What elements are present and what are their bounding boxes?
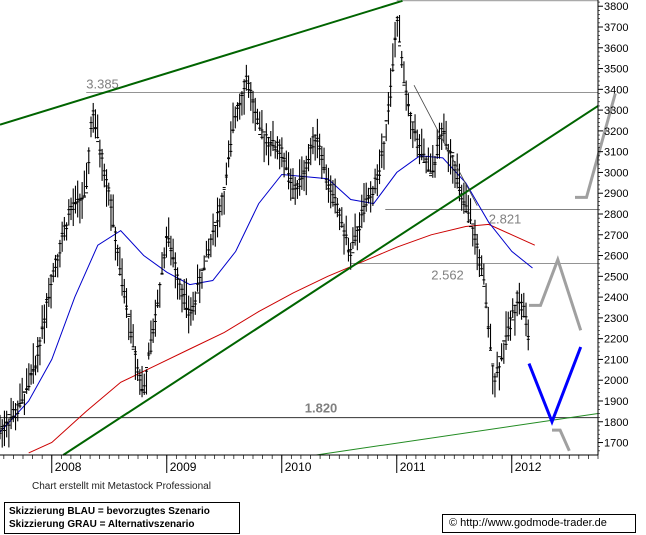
y-tick-label-2800: 2800 xyxy=(604,209,628,221)
scenario-legend: Skizzierung BLAU = bevorzugtes Szenario … xyxy=(4,502,240,534)
y-tick-label-3400: 3400 xyxy=(604,84,628,96)
moving-average-red xyxy=(28,223,536,454)
axes: 1700 1800 1900 2000 2100 2200 2300 2400 2500 2600… xyxy=(0,0,628,474)
y-tick-label-3800: 3800 xyxy=(604,1,628,13)
y-tick-label-1900: 1900 xyxy=(604,396,628,408)
y-tick-label-3000: 3000 xyxy=(604,167,628,179)
legend-blue-text: Skizzierung BLAU = bevorzugtes Szenario xyxy=(9,506,210,517)
x-tick-label-2011: 2011 xyxy=(400,460,426,474)
scenario-grey-0 xyxy=(575,93,617,199)
y-tick-label-2700: 2700 xyxy=(604,230,628,242)
price-candles xyxy=(0,15,530,448)
y-tick-label-2200: 2200 xyxy=(604,334,628,346)
scenario-sketches xyxy=(527,93,617,452)
y-tick-label-1700: 1700 xyxy=(604,438,628,450)
y-tick-label-1800: 1800 xyxy=(604,417,628,429)
y-tick-label-2100: 2100 xyxy=(604,354,628,366)
chart-credit: Chart erstellt mit Metastock Professiona… xyxy=(32,481,211,492)
ma-blue-line xyxy=(0,155,533,433)
y-tick-label-2300: 2300 xyxy=(604,313,628,325)
scenario-grey-2 xyxy=(552,428,571,452)
x-tick-label-2009: 2009 xyxy=(170,460,197,474)
trendline-rising-support xyxy=(62,105,599,456)
x-tick-label-2008: 2008 xyxy=(55,460,82,474)
level-label-3: 2.562 xyxy=(431,267,464,282)
website-link[interactable]: © http://www.godmode-trader.de xyxy=(442,514,636,533)
website-url[interactable]: http://www.godmode-trader.de xyxy=(460,517,607,529)
y-tick-label-3200: 3200 xyxy=(604,126,628,138)
x-tick-label-2012: 2012 xyxy=(515,460,542,474)
y-tick-label-3600: 3600 xyxy=(604,43,628,55)
level-label-1: 3.385 xyxy=(86,76,119,91)
trendline-decline-line xyxy=(413,84,478,206)
level-label-2: 2.821 xyxy=(489,212,522,227)
y-tick-label-3700: 3700 xyxy=(604,22,628,34)
y-tick-label-2000: 2000 xyxy=(604,375,628,387)
legend-grey-text: Skizzierung GRAU = Alternativszenario xyxy=(9,519,195,530)
y-tick-label-3300: 3300 xyxy=(604,105,628,117)
trendlines xyxy=(0,0,599,456)
scenario-grey-1 xyxy=(529,255,583,331)
scenario-blue xyxy=(527,346,583,426)
moving-average-blue xyxy=(0,155,533,433)
copyright-icon: © xyxy=(449,517,458,529)
y-tick-label-2900: 2900 xyxy=(604,188,628,200)
ma-red-line xyxy=(28,223,536,454)
y-tick-label-2600: 2600 xyxy=(604,251,628,263)
y-tick-label-2500: 2500 xyxy=(604,271,628,283)
y-tick-label-3100: 3100 xyxy=(604,147,628,159)
x-tick-label-2010: 2010 xyxy=(285,460,312,474)
plot-area xyxy=(0,0,598,455)
level-label-4: 1.820 xyxy=(305,401,338,416)
y-tick-label-3500: 3500 xyxy=(604,64,628,76)
y-tick-label-2400: 2400 xyxy=(604,292,628,304)
trendline-upper-channel xyxy=(0,0,403,126)
